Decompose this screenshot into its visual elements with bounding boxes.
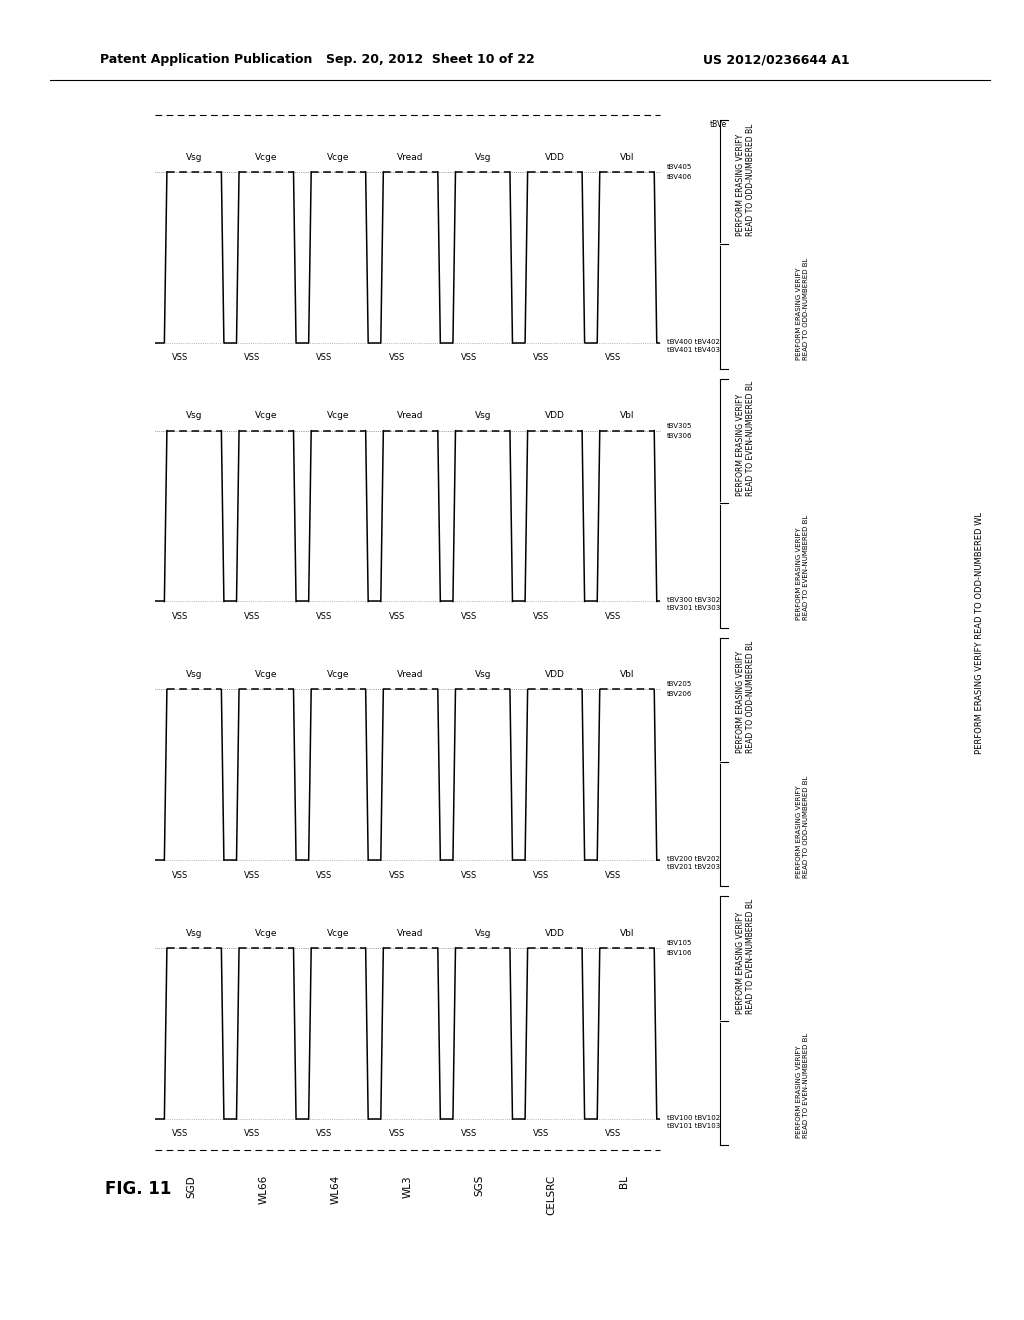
Text: VSS: VSS bbox=[172, 352, 188, 362]
Text: US 2012/0236644 A1: US 2012/0236644 A1 bbox=[703, 54, 850, 66]
Text: VSS: VSS bbox=[388, 352, 404, 362]
Text: PERFORM ERASING VERIFY
READ TO ODD-NUMBERED BL: PERFORM ERASING VERIFY READ TO ODD-NUMBE… bbox=[736, 124, 756, 236]
Text: VSS: VSS bbox=[461, 611, 477, 620]
Text: Patent Application Publication: Patent Application Publication bbox=[100, 54, 312, 66]
Text: PERFORM ERASING VERIFY READ TO ODD-NUMBERED WL: PERFORM ERASING VERIFY READ TO ODD-NUMBE… bbox=[976, 511, 984, 754]
Text: VSS: VSS bbox=[388, 1130, 404, 1138]
Text: Vcge: Vcge bbox=[255, 412, 278, 420]
Text: Vread: Vread bbox=[397, 671, 424, 678]
Text: PERFORM ERASING VERIFY
READ TO EVEN-NUMBERED BL: PERFORM ERASING VERIFY READ TO EVEN-NUMB… bbox=[736, 899, 756, 1014]
Text: VSS: VSS bbox=[316, 871, 333, 879]
Text: PERFORM ERASING VERIFY
READ TO EVEN-NUMBERED BL: PERFORM ERASING VERIFY READ TO EVEN-NUMB… bbox=[796, 515, 809, 620]
Text: Vread: Vread bbox=[397, 412, 424, 420]
Text: Vsg: Vsg bbox=[186, 671, 203, 678]
Text: Vbl: Vbl bbox=[620, 929, 634, 937]
Text: Vcge: Vcge bbox=[255, 153, 278, 161]
Text: Vsg: Vsg bbox=[474, 412, 490, 420]
Text: tBV306: tBV306 bbox=[667, 433, 692, 438]
Text: VSS: VSS bbox=[245, 1130, 260, 1138]
Text: tBV406: tBV406 bbox=[667, 174, 692, 180]
Text: tBV405: tBV405 bbox=[667, 164, 692, 170]
Text: Vcge: Vcge bbox=[255, 671, 278, 678]
Text: tBV301 tBV303: tBV301 tBV303 bbox=[667, 606, 720, 611]
Text: tBV300 tBV302: tBV300 tBV302 bbox=[667, 598, 720, 603]
Text: VSS: VSS bbox=[316, 352, 333, 362]
Text: Vsg: Vsg bbox=[474, 153, 490, 161]
Text: VDD: VDD bbox=[545, 153, 565, 161]
Text: VSS: VSS bbox=[532, 611, 549, 620]
Text: tBV200 tBV202: tBV200 tBV202 bbox=[667, 857, 720, 862]
Text: VSS: VSS bbox=[388, 871, 404, 879]
Text: VSS: VSS bbox=[316, 611, 333, 620]
Text: FIG. 11: FIG. 11 bbox=[105, 1180, 171, 1199]
Text: Vcge: Vcge bbox=[328, 671, 349, 678]
Text: tBV401 tBV403: tBV401 tBV403 bbox=[667, 347, 720, 352]
Text: Vsg: Vsg bbox=[474, 671, 490, 678]
Text: VSS: VSS bbox=[532, 871, 549, 879]
Text: VSS: VSS bbox=[388, 611, 404, 620]
Text: VSS: VSS bbox=[532, 352, 549, 362]
Text: tBV201 tBV203: tBV201 tBV203 bbox=[667, 865, 720, 870]
Text: Vsg: Vsg bbox=[186, 153, 203, 161]
Text: VSS: VSS bbox=[605, 871, 622, 879]
Text: VDD: VDD bbox=[545, 671, 565, 678]
Text: VSS: VSS bbox=[532, 1130, 549, 1138]
Text: Vread: Vread bbox=[397, 153, 424, 161]
Text: VSS: VSS bbox=[605, 611, 622, 620]
Text: PERFORM ERASING VERIFY
READ TO ODD-NUMBERED BL: PERFORM ERASING VERIFY READ TO ODD-NUMBE… bbox=[736, 642, 756, 754]
Text: Vsg: Vsg bbox=[474, 929, 490, 937]
Text: VSS: VSS bbox=[245, 611, 260, 620]
Text: Vsg: Vsg bbox=[186, 412, 203, 420]
Text: VSS: VSS bbox=[461, 871, 477, 879]
Text: VSS: VSS bbox=[605, 352, 622, 362]
Text: BL: BL bbox=[618, 1175, 629, 1188]
Text: PERFORM ERASING VERIFY
READ TO EVEN-NUMBERED BL: PERFORM ERASING VERIFY READ TO EVEN-NUMB… bbox=[736, 380, 756, 496]
Text: WL3: WL3 bbox=[402, 1175, 413, 1197]
Text: tBV205: tBV205 bbox=[667, 681, 692, 688]
Text: VSS: VSS bbox=[605, 1130, 622, 1138]
Text: Sep. 20, 2012  Sheet 10 of 22: Sep. 20, 2012 Sheet 10 of 22 bbox=[326, 54, 535, 66]
Text: CELSRC: CELSRC bbox=[547, 1175, 557, 1216]
Text: tBV305: tBV305 bbox=[667, 422, 692, 429]
Text: Vcge: Vcge bbox=[328, 929, 349, 937]
Text: VSS: VSS bbox=[245, 871, 260, 879]
Text: tBV101 tBV103: tBV101 tBV103 bbox=[667, 1123, 720, 1129]
Text: Vcge: Vcge bbox=[255, 929, 278, 937]
Text: Vcge: Vcge bbox=[328, 153, 349, 161]
Text: SGS: SGS bbox=[475, 1175, 484, 1196]
Text: WL66: WL66 bbox=[258, 1175, 268, 1204]
Text: VDD: VDD bbox=[545, 412, 565, 420]
Text: VSS: VSS bbox=[172, 871, 188, 879]
Text: Vbl: Vbl bbox=[620, 412, 634, 420]
Text: tBV105: tBV105 bbox=[667, 940, 692, 946]
Text: tBV400 tBV402: tBV400 tBV402 bbox=[667, 339, 720, 345]
Text: Vsg: Vsg bbox=[186, 929, 203, 937]
Text: PERFORM ERASING VERIFY
READ TO ODD-NUMBERED BL: PERFORM ERASING VERIFY READ TO ODD-NUMBE… bbox=[796, 775, 809, 878]
Text: tBV100 tBV102: tBV100 tBV102 bbox=[667, 1115, 720, 1121]
Text: tBV206: tBV206 bbox=[667, 692, 692, 697]
Text: Vcge: Vcge bbox=[328, 412, 349, 420]
Text: tBVe: tBVe bbox=[710, 120, 727, 129]
Text: SGD: SGD bbox=[186, 1175, 196, 1197]
Text: PERFORM ERASING VERIFY
READ TO ODD-NUMBERED BL: PERFORM ERASING VERIFY READ TO ODD-NUMBE… bbox=[796, 257, 809, 360]
Text: WL64: WL64 bbox=[331, 1175, 340, 1204]
Text: VDD: VDD bbox=[545, 929, 565, 937]
Text: VSS: VSS bbox=[245, 352, 260, 362]
Text: PERFORM ERASING VERIFY
READ TO EVEN-NUMBERED BL: PERFORM ERASING VERIFY READ TO EVEN-NUMB… bbox=[796, 1032, 809, 1138]
Text: VSS: VSS bbox=[316, 1130, 333, 1138]
Text: tBV106: tBV106 bbox=[667, 950, 692, 956]
Text: VSS: VSS bbox=[461, 352, 477, 362]
Text: VSS: VSS bbox=[461, 1130, 477, 1138]
Text: VSS: VSS bbox=[172, 611, 188, 620]
Text: Vread: Vread bbox=[397, 929, 424, 937]
Text: Vbl: Vbl bbox=[620, 671, 634, 678]
Text: Vbl: Vbl bbox=[620, 153, 634, 161]
Text: VSS: VSS bbox=[172, 1130, 188, 1138]
